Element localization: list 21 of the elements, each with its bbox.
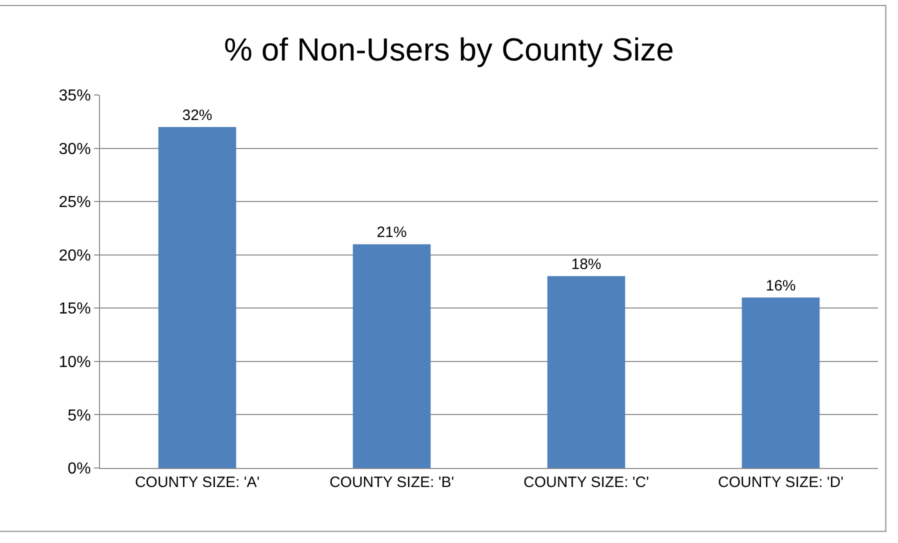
- y-tick-label: 0%: [68, 460, 91, 478]
- y-tick-label: 10%: [58, 354, 91, 372]
- bar: [547, 276, 626, 468]
- data-label: 21%: [376, 224, 407, 242]
- bar: [742, 297, 820, 468]
- data-label: 18%: [571, 256, 602, 274]
- bar: [352, 244, 431, 468]
- y-tick-label: 35%: [58, 88, 91, 105]
- data-label: 16%: [766, 277, 796, 294]
- chart-title: % of Non-Users by County Size: [224, 31, 674, 68]
- bar: [158, 126, 236, 468]
- y-tick-label: 25%: [58, 194, 91, 212]
- x-tick-label: COUNTY SIZE: 'C': [524, 474, 650, 491]
- data-label: 32%: [182, 106, 212, 124]
- x-tick-label: COUNTY SIZE: 'D': [718, 474, 844, 491]
- x-tick-label: COUNTY SIZE: 'B': [329, 474, 454, 491]
- y-tick-label: 30%: [58, 140, 91, 158]
- y-tick-label: 20%: [58, 247, 91, 264]
- y-tick-label: 15%: [58, 300, 91, 318]
- x-tick-label: COUNTY SIZE: 'A': [134, 474, 260, 491]
- y-tick-label: 5%: [68, 407, 91, 424]
